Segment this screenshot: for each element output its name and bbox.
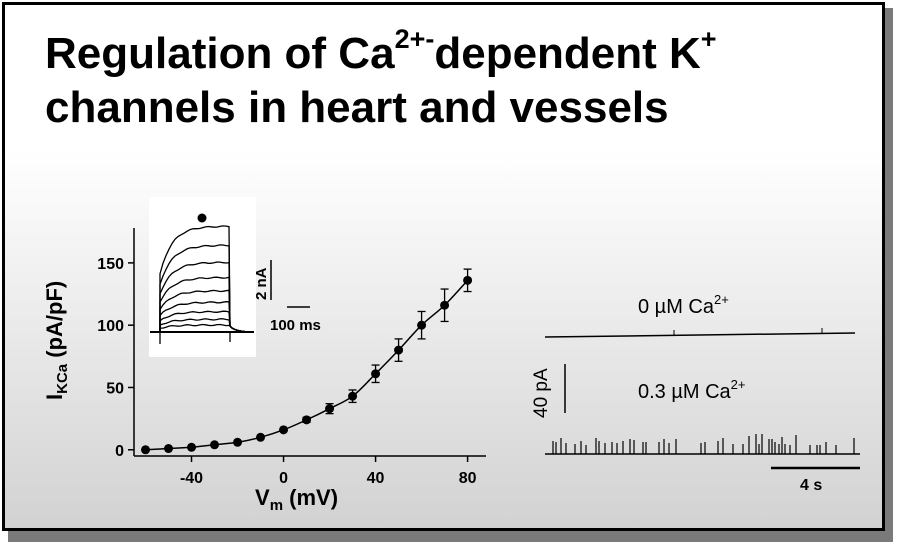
inset-marker-dot xyxy=(197,213,207,223)
data-point xyxy=(463,275,473,285)
title-superscript: + xyxy=(700,24,717,55)
inset-current-scale-label: 2 nA xyxy=(253,267,270,300)
trace-0-ca xyxy=(544,332,856,338)
data-point xyxy=(279,425,289,435)
y-tick-label: 50 xyxy=(106,380,124,397)
inset-time-scale-label: 100 ms xyxy=(270,317,321,334)
data-point xyxy=(141,445,151,455)
x-tick-label: 0 xyxy=(279,470,288,487)
data-point xyxy=(371,369,381,379)
data-point xyxy=(256,432,266,442)
slide-title: Regulation of Ca2+-dependent K+ channels … xyxy=(45,24,717,135)
x-axis-label: Vm (mV) xyxy=(255,485,338,514)
data-point xyxy=(164,444,174,454)
data-point xyxy=(302,415,312,425)
y-tick-label: 150 xyxy=(97,256,124,273)
y-tick-label: 0 xyxy=(115,443,124,460)
inset-current-traces: 2 nA 100 ms xyxy=(149,197,321,357)
iv-plot: -40 0 40 80 0 50 100 150 Vm (mV) IKCa (pA/pF) xyxy=(42,228,486,514)
y-tick-label: 100 xyxy=(97,318,124,335)
x-tick-label: -40 xyxy=(180,470,203,487)
data-point xyxy=(417,320,427,330)
trace-label-0-ca: 0 µM Ca2+ xyxy=(638,292,729,318)
x-tick-label: 80 xyxy=(459,470,477,487)
title-part: Regulation of Ca xyxy=(45,29,395,78)
current-trace xyxy=(159,225,255,333)
data-point xyxy=(233,437,243,447)
data-point xyxy=(440,300,450,310)
data-point xyxy=(325,404,335,414)
title-superscript: 2+- xyxy=(394,24,435,55)
channel-recordings: 0 µM Ca2+ 40 pA 0.3 µM Ca2+ 4 s xyxy=(531,292,860,494)
x-tick-label: 40 xyxy=(367,470,385,487)
trace-label-03-ca: 0.3 µM Ca2+ xyxy=(638,377,746,403)
data-point xyxy=(210,440,220,450)
data-point xyxy=(394,345,404,355)
title-part: dependent K xyxy=(434,29,701,78)
data-point xyxy=(348,391,358,401)
channel-current-scale-label: 40 pA xyxy=(531,368,552,418)
channel-time-scale-label: 4 s xyxy=(800,477,822,494)
data-point xyxy=(187,442,197,452)
y-axis-label: IKCa (pA/pF) xyxy=(42,281,71,400)
title-line-2: channels in heart and vessels xyxy=(45,83,669,132)
